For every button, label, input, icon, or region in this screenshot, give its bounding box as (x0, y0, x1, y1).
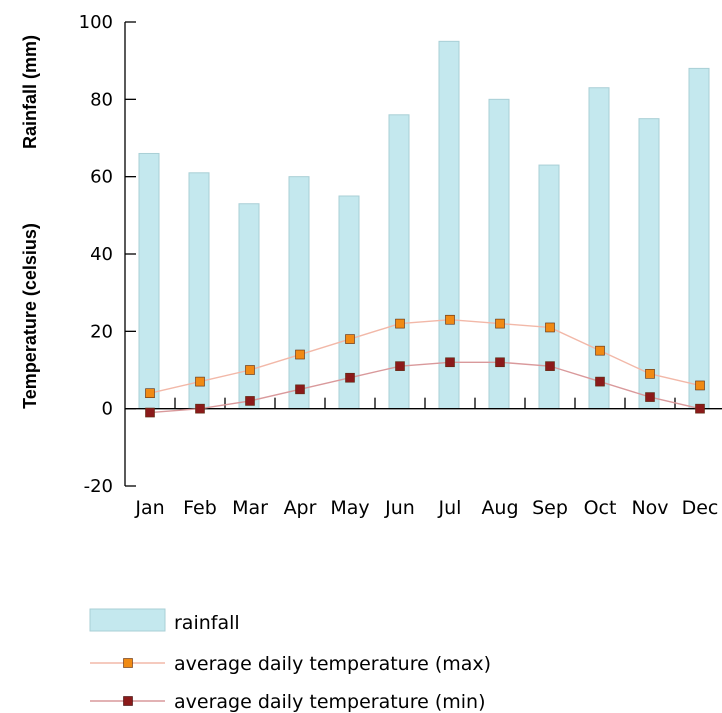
ylabel-rainfall: Rainfall (mm) (20, 35, 40, 149)
y-tick-label: 80 (90, 89, 113, 110)
temp-min-point-feb (195, 403, 205, 414)
temp-min-point-aug (495, 357, 505, 368)
temp-max-point-feb (195, 376, 205, 387)
legend-label-rainfall: rainfall (174, 612, 240, 634)
temp-min-point-jun (395, 361, 405, 371)
temp-max-point-sep (545, 322, 555, 333)
y-tick-label: 40 (90, 244, 113, 265)
legend: rainfall average daily temperature (max) a… (89, 608, 491, 713)
temp-min-point-jul (445, 357, 455, 368)
rainfall-bar-apr (288, 176, 310, 410)
rainfall-bars (138, 40, 710, 410)
temp-min-point-jan (145, 407, 155, 418)
rainfall-bar-dec (688, 67, 710, 410)
legend-marker-min (123, 696, 133, 706)
x-tick-label: Sep (532, 497, 568, 519)
y-tick-label: 20 (90, 321, 113, 342)
rainfall-bar-nov (638, 118, 660, 410)
x-axis: Jan Feb Mar Apr May Jun Jul Aug Sep Oct Nov Dec (125, 397, 722, 519)
temp-min-point-apr (295, 384, 305, 395)
x-tick-label: Jan (134, 497, 164, 519)
temp-max-point-nov (645, 369, 655, 379)
legend-label-max: average daily temperature (max) (174, 653, 491, 675)
legend-swatch-rainfall (89, 608, 166, 632)
temp-min-point-sep (545, 361, 555, 371)
temp-max-point-jul (445, 314, 455, 325)
temp-min-point-mar (245, 396, 255, 406)
y-tick-label: 0 (102, 399, 113, 420)
temp-min-point-may (345, 372, 355, 383)
temp-max-point-jun (395, 318, 405, 329)
x-tick-label: Mar (232, 497, 268, 519)
x-tick-label: Jul (438, 497, 462, 519)
x-tick-label: Jun (384, 497, 415, 519)
x-tick-label: Apr (284, 497, 317, 519)
temp-max-point-apr (295, 349, 305, 360)
rainfall-bar-jul (438, 40, 460, 410)
x-tick-label: May (330, 497, 369, 519)
y-tick-label: 60 (90, 167, 113, 188)
temp-max-point-oct (595, 345, 605, 356)
rainfall-bar-oct (588, 87, 610, 410)
temp-min-point-oct (595, 376, 605, 387)
x-tick-label: Nov (631, 497, 668, 519)
y-tick-label: -20 (84, 476, 113, 497)
y-tick-label: 100 (79, 12, 113, 33)
temp-max-point-aug (495, 318, 505, 329)
rainfall-bar-sep (538, 164, 560, 410)
temp-max-point-dec (695, 380, 705, 391)
rainfall-bar-jan (138, 152, 160, 410)
temp-max-line (149, 319, 701, 394)
x-tick-label: Dec (682, 497, 719, 519)
x-tick-label: Oct (584, 497, 617, 519)
rainfall-bar-feb (188, 172, 210, 410)
temp-max-point-may (345, 334, 355, 344)
rainfall-bar-mar (238, 203, 260, 410)
temp-min-point-dec (695, 403, 705, 414)
y-axis: 100 80 60 40 20 0 -20 (79, 12, 136, 497)
x-tick-label: Aug (481, 497, 518, 519)
x-tick-label: Feb (183, 497, 217, 519)
ylabel-temperature: Temperature (celsius) (20, 223, 40, 409)
temp-min-line (149, 361, 701, 414)
temp-max-point-mar (245, 365, 255, 375)
legend-label-min: average daily temperature (min) (174, 691, 486, 713)
temperature-lines (145, 314, 705, 418)
legend-marker-max (123, 658, 133, 668)
temp-min-point-nov (645, 392, 655, 402)
temp-max-point-jan (145, 388, 155, 399)
